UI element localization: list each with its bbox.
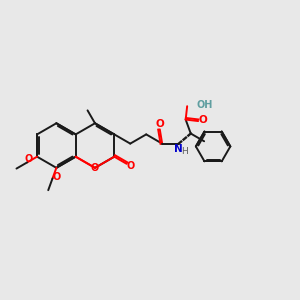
Text: H: H	[181, 147, 188, 156]
Text: O: O	[127, 161, 135, 171]
Text: O: O	[91, 163, 99, 173]
Text: O: O	[199, 116, 208, 125]
Text: N: N	[174, 144, 183, 154]
Text: O: O	[24, 154, 32, 164]
Text: O: O	[53, 172, 61, 182]
Text: O: O	[155, 119, 164, 129]
Text: OH: OH	[196, 100, 212, 110]
